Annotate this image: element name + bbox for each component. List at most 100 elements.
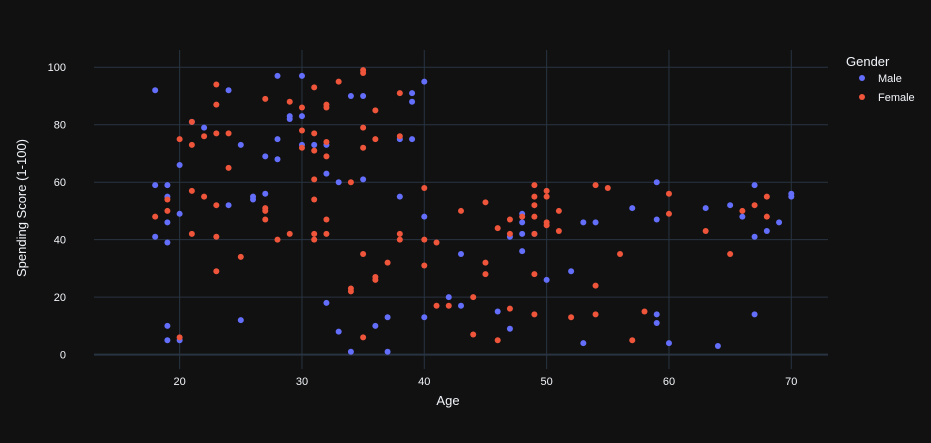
data-point-female [384,259,391,266]
data-point-female [176,334,183,341]
data-point-female [201,193,208,200]
data-point-female [555,207,562,214]
data-point-male [458,302,464,309]
data-point-female [665,190,672,197]
data-point-male [335,328,342,335]
data-point-female [702,228,709,235]
data-point-female [482,271,489,278]
grid [94,50,828,369]
data-point-female [482,259,489,266]
data-point-male [311,141,318,148]
data-point-male [347,92,354,99]
data-point-female [617,251,624,258]
data-point-female [421,262,428,269]
data-point-female [396,90,403,97]
data-point-male [372,322,379,329]
data-point-female [531,311,538,318]
data-point-male [164,219,171,226]
data-point-female [323,138,330,145]
data-point-female [286,98,293,105]
data-point-female [311,84,318,91]
data-point-female [225,130,232,137]
data-point-male [653,216,660,223]
data-point-female [519,213,526,220]
y-tick-label: 0 [60,350,66,362]
data-point-female [323,216,330,223]
data-point-male [323,299,330,306]
data-point-male [152,233,159,240]
legend-title: Gender [846,54,890,69]
data-point-male [421,314,428,321]
data-point-male [347,348,354,355]
data-point-male [201,124,208,131]
x-axis-ticks: 20 30 40 50 60 70 [174,376,798,388]
y-tick-label: 40 [54,235,66,247]
x-tick-label: 40 [418,376,430,388]
data-point-female [311,130,318,137]
data-point-female [213,233,220,240]
data-point-male [776,219,783,226]
data-point-female [482,199,489,206]
data-point-female [543,222,550,229]
data-point-female [396,236,403,243]
legend: Gender Male Female [846,54,915,104]
data-point-male [751,233,758,240]
data-point-female [347,179,354,186]
data-point-male [164,182,171,189]
data-points [152,67,795,355]
data-point-female [311,147,318,154]
data-point-female [555,228,562,235]
data-point-female [372,107,379,114]
data-point-female [164,207,171,214]
data-point-female [604,184,611,191]
data-point-female [213,130,220,137]
data-point-female [213,268,220,275]
data-point-female [262,216,269,223]
data-point-male [702,205,709,212]
data-point-female [188,187,195,194]
data-point-female [164,196,171,203]
data-point-male [274,72,281,79]
data-point-female [360,69,367,76]
data-point-female [152,213,159,220]
legend-marker-male [859,75,865,81]
data-point-male [751,311,758,318]
data-point-male [665,340,672,347]
data-point-male [714,343,721,350]
data-point-female [531,202,538,209]
data-point-male [176,210,183,217]
data-point-female [433,239,440,246]
data-point-female [763,213,770,220]
legend-marker-female [859,94,865,100]
data-point-female [458,207,464,214]
data-point-male [250,196,257,203]
data-point-female [506,305,513,312]
y-tick-label: 100 [48,62,66,74]
data-point-male [360,92,367,99]
data-point-male [409,90,416,97]
data-point-female [262,95,269,102]
data-point-female [739,207,746,214]
data-point-male [384,314,391,321]
data-point-male [519,219,526,226]
data-point-male [592,219,599,226]
data-point-female [421,236,428,243]
data-point-male [568,268,575,275]
data-point-female [506,216,513,223]
data-point-female [360,124,367,131]
data-point-male [653,179,660,186]
data-point-male [445,294,452,301]
data-point-female [592,282,599,289]
data-point-female [531,182,538,189]
data-point-male [519,248,526,255]
data-point-male [580,219,587,226]
x-tick-label: 30 [296,376,308,388]
data-point-female [531,193,538,200]
data-point-male [580,340,587,347]
data-point-male [519,230,526,237]
data-point-male [152,87,159,94]
legend-label-male: Male [878,73,902,85]
data-point-male [458,251,464,258]
data-point-female [274,236,281,243]
